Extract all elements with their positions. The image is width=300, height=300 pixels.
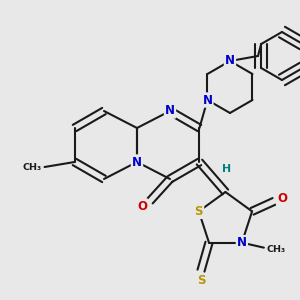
Text: O: O: [137, 200, 147, 212]
Text: N: N: [202, 94, 212, 106]
Text: N: N: [225, 55, 235, 68]
Text: S: S: [197, 274, 205, 287]
Text: CH₃: CH₃: [22, 163, 42, 172]
Text: N: N: [165, 104, 175, 118]
Text: N: N: [132, 155, 142, 169]
Text: S: S: [195, 205, 203, 218]
Text: O: O: [277, 192, 287, 205]
Text: CH₃: CH₃: [267, 245, 286, 254]
Text: N: N: [237, 236, 247, 249]
Text: H: H: [222, 164, 231, 174]
